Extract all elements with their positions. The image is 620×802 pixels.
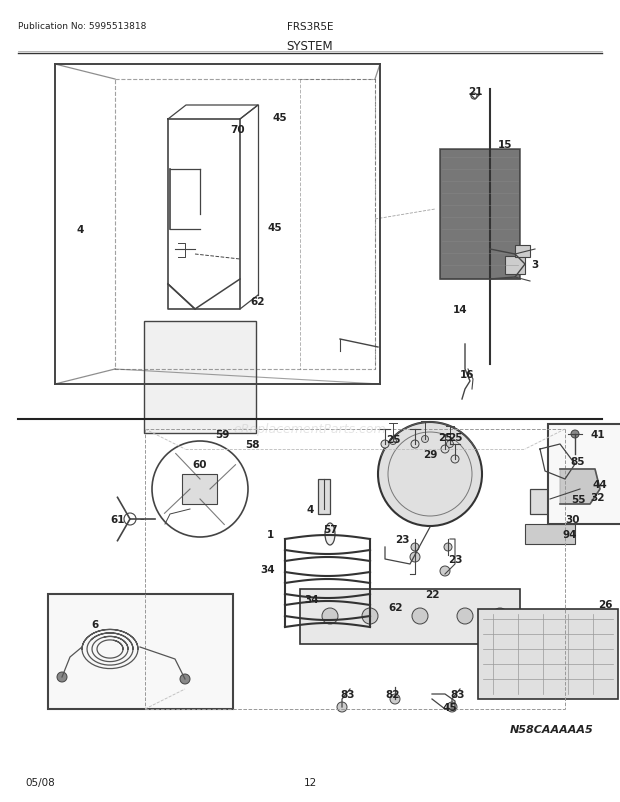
Polygon shape	[560, 469, 600, 504]
Text: 34: 34	[260, 565, 275, 574]
Text: 21: 21	[467, 87, 482, 97]
Text: 30: 30	[565, 514, 580, 525]
Bar	[182, 475, 217, 504]
Circle shape	[492, 608, 508, 624]
Text: 29: 29	[423, 449, 437, 460]
Circle shape	[444, 543, 452, 551]
Text: 45: 45	[443, 702, 458, 712]
Circle shape	[571, 431, 579, 439]
Text: 25: 25	[386, 435, 401, 444]
Text: 4: 4	[306, 504, 314, 514]
Text: 94: 94	[563, 529, 577, 539]
Circle shape	[378, 423, 482, 526]
Text: Publication No: 5995513818: Publication No: 5995513818	[18, 22, 146, 31]
Text: 12: 12	[303, 777, 317, 787]
Text: 1: 1	[267, 529, 273, 539]
Text: 05/08: 05/08	[25, 777, 55, 787]
Circle shape	[422, 436, 428, 443]
Ellipse shape	[325, 524, 335, 545]
Circle shape	[441, 445, 449, 453]
Text: 70: 70	[231, 125, 246, 135]
Text: 23: 23	[448, 554, 463, 565]
Circle shape	[457, 608, 473, 624]
Text: 85: 85	[571, 456, 585, 467]
Text: 58: 58	[245, 439, 259, 449]
Text: 25: 25	[438, 432, 452, 443]
Text: 3: 3	[531, 260, 539, 269]
Text: 32: 32	[591, 492, 605, 502]
Text: N58CAAAAA5: N58CAAAAA5	[510, 724, 594, 734]
Text: 44: 44	[593, 480, 608, 489]
Circle shape	[451, 456, 459, 464]
Text: 61: 61	[111, 514, 125, 525]
Text: 45: 45	[268, 223, 282, 233]
Text: 60: 60	[193, 460, 207, 469]
Text: 62: 62	[250, 297, 265, 306]
Circle shape	[410, 553, 420, 562]
Text: 82: 82	[386, 689, 401, 699]
Bar	[144, 322, 256, 433]
Text: 6: 6	[91, 619, 99, 630]
Circle shape	[180, 674, 190, 684]
Circle shape	[57, 672, 67, 683]
Bar	[440, 150, 520, 280]
Circle shape	[440, 566, 450, 577]
Text: 23: 23	[395, 534, 409, 545]
Circle shape	[362, 608, 378, 624]
Text: 15: 15	[498, 140, 512, 150]
Text: 59: 59	[215, 429, 229, 439]
Bar	[300, 589, 520, 644]
Bar	[525, 525, 575, 545]
Circle shape	[322, 608, 338, 624]
Circle shape	[446, 441, 453, 448]
Circle shape	[192, 481, 208, 497]
Bar	[515, 245, 530, 257]
Text: 83: 83	[341, 689, 355, 699]
Bar	[48, 594, 233, 709]
Bar	[478, 610, 618, 699]
Text: 41: 41	[591, 429, 605, 439]
Bar	[318, 480, 330, 514]
Bar	[548, 424, 620, 525]
Bar	[530, 489, 570, 514]
Text: 57: 57	[322, 525, 337, 534]
Circle shape	[411, 440, 419, 448]
Circle shape	[411, 543, 419, 551]
Text: 34: 34	[304, 594, 319, 604]
Text: 62: 62	[389, 602, 403, 612]
Text: 26: 26	[598, 599, 613, 610]
Circle shape	[381, 440, 389, 448]
Circle shape	[337, 702, 347, 712]
Text: 83: 83	[451, 689, 465, 699]
Text: 4: 4	[76, 225, 84, 235]
Text: 22: 22	[425, 589, 439, 599]
Text: 55: 55	[571, 494, 585, 504]
Circle shape	[412, 608, 428, 624]
Text: 45: 45	[273, 113, 287, 123]
Text: SYSTEM: SYSTEM	[286, 40, 334, 53]
Text: 16: 16	[460, 370, 474, 379]
Circle shape	[390, 695, 400, 704]
Text: FRS3R5E: FRS3R5E	[286, 22, 334, 32]
Text: 25: 25	[448, 432, 463, 443]
Circle shape	[447, 702, 457, 712]
Text: 14: 14	[453, 305, 467, 314]
Bar	[505, 257, 525, 274]
Text: eReplacementParts.com: eReplacementParts.com	[234, 423, 386, 436]
Circle shape	[389, 438, 397, 445]
